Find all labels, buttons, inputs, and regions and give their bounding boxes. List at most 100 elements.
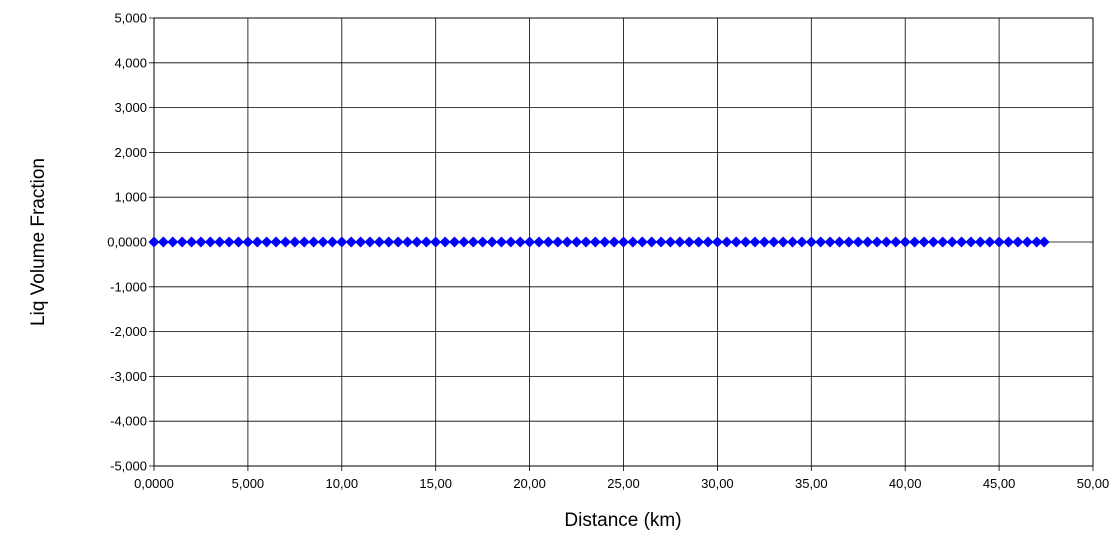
data-point [974,236,986,248]
data-point [486,236,498,248]
data-point [580,236,592,248]
data-point [702,236,714,248]
data-point [655,236,667,248]
y-tick-label: 3,000 [114,100,147,115]
data-point [402,236,414,248]
x-tick-label: 5,000 [232,476,265,491]
data-point [383,236,395,248]
y-tick-label: 1,000 [114,190,147,205]
data-point [711,236,723,248]
data-point [843,236,855,248]
data-point [223,236,235,248]
x-tick-label: 50,00 [1077,476,1110,491]
data-point [477,236,489,248]
data-point [1021,236,1033,248]
data-point [777,236,789,248]
data-point [411,236,423,248]
y-tick-label: 2,000 [114,145,147,160]
y-tick-label: 4,000 [114,55,147,70]
data-point [439,236,451,248]
x-axis-tick-labels: 0,0000 5,000 10,00 15,00 20,00 25,00 30,00 35,0… [134,476,1109,491]
y-tick-label: -5,000 [110,459,147,474]
data-point [336,236,348,248]
data-point [392,236,404,248]
data-point [871,236,883,248]
y-tick-label: -2,000 [110,324,147,339]
x-axis-title: Distance (km) [564,510,681,531]
y-tick-label: 5,000 [114,11,147,26]
data-point [1012,236,1024,248]
data-point [355,236,367,248]
x-tick-label: 10,00 [326,476,359,491]
data-point [326,236,338,248]
x-tick-label: 35,00 [795,476,828,491]
x-tick-label: 30,00 [701,476,734,491]
data-point [430,236,442,248]
data-point [815,236,827,248]
data-point [862,236,874,248]
data-point [608,236,620,248]
data-point [787,236,799,248]
data-point [664,236,676,248]
data-point [740,236,752,248]
data-point [495,236,507,248]
data-point [233,236,245,248]
y-tick-label: -1,000 [110,279,147,294]
data-point [270,236,282,248]
x-tick-label: 15,00 [419,476,452,491]
data-point [195,236,207,248]
data-point [298,236,310,248]
data-point [279,236,291,248]
data-point [345,236,357,248]
data-point [364,236,376,248]
data-point [927,236,939,248]
data-point [214,236,226,248]
y-tick-label: -3,000 [110,369,147,384]
x-tick-label: 20,00 [513,476,546,491]
data-point [261,236,273,248]
data-point [458,236,470,248]
x-tick-label: 40,00 [889,476,922,491]
data-point [186,236,198,248]
data-point [167,236,179,248]
data-point [796,236,808,248]
data-point [1002,236,1014,248]
data-point [768,236,780,248]
data-point [984,236,996,248]
data-point [251,236,263,248]
data-point [533,236,545,248]
y-tick-label: -4,000 [110,414,147,429]
data-point [524,236,536,248]
data-point [420,236,432,248]
data-point [1031,236,1043,248]
data-point [693,236,705,248]
data-point [204,236,216,248]
data-point [758,236,770,248]
data-point [909,236,921,248]
data-point [1038,236,1050,248]
data-point [289,236,301,248]
data-point [880,236,892,248]
data-point [721,236,733,248]
data-point [373,236,385,248]
data-point [749,236,761,248]
y-axis-title: Liq Volume Fraction [28,158,49,326]
data-point [683,236,695,248]
data-point [627,236,639,248]
data-point [467,236,479,248]
data-point [956,236,968,248]
data-point [552,236,564,248]
data-point [448,236,460,248]
data-points [148,236,1050,248]
data-point [946,236,958,248]
y-tick-label: 0,0000 [107,235,147,250]
data-point [571,236,583,248]
data-point [674,236,686,248]
data-point [618,236,629,248]
data-point [242,236,254,248]
data-point [852,236,864,248]
y-axis-tick-labels: 5,000 4,000 3,000 2,000 1,000 0,0000 -1,000 -2,… [107,11,147,474]
data-point [899,236,911,248]
x-tick-label: 0,0000 [134,476,174,491]
